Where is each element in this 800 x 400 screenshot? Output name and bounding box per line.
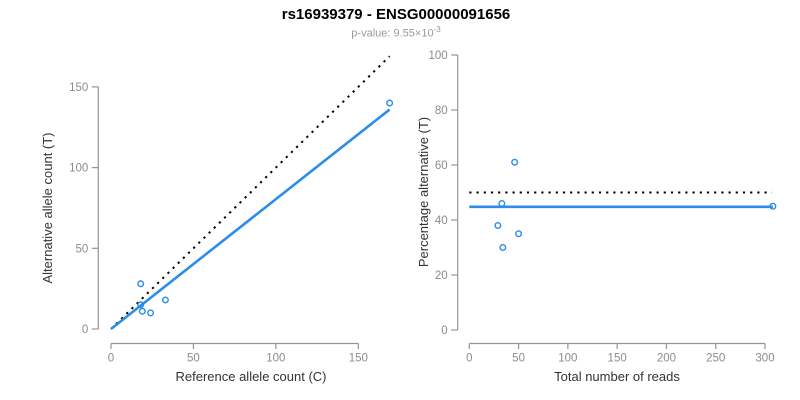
right-data-point — [499, 243, 507, 251]
expected-identity-line — [110, 55, 391, 330]
panel-right: 0 50 100 150 200 250 300 0 20 40 60 80 100 Total numb… — [416, 50, 777, 384]
right-x-tick-label: 250 — [706, 353, 725, 365]
page-title: rs16939379 - ENSG00000091656 — [281, 6, 511, 23]
left-y-tick-label: 100 — [69, 163, 88, 175]
right-y-tick-label: 100 — [429, 50, 448, 62]
left-data-point — [161, 296, 169, 304]
left-data-point — [137, 301, 145, 309]
fitted-line — [110, 108, 391, 331]
left-data-point — [137, 280, 145, 288]
right-data-point — [769, 202, 777, 210]
right-y-tick-label: 0 — [441, 325, 447, 337]
left-y-tick-label: 150 — [69, 82, 88, 94]
left-data-point — [386, 99, 394, 107]
right-y-tick-label: 20 — [435, 270, 448, 282]
left-x-tick-label: 150 — [349, 353, 368, 365]
right-x-tick-label: 150 — [608, 353, 627, 365]
right-x-tick-label: 200 — [657, 353, 676, 365]
right-x-tick-label: 300 — [755, 353, 774, 365]
right-y-tick-label: 40 — [435, 215, 448, 227]
right-y-tick-label: 80 — [435, 105, 448, 117]
p-value-text: p-value: 9.55×10 — [351, 27, 434, 40]
left-data-point — [147, 309, 155, 317]
right-x-tick-label: 0 — [466, 353, 472, 365]
panel-left: 0 50 100 150 0 50 100 150 Reference allele count… — [40, 55, 394, 384]
right-y-tick-label: 60 — [435, 160, 448, 172]
p-value-subtitle: p-value: 9.55×10-3 — [0, 25, 792, 40]
right-x-axis-title: Total number of reads — [554, 369, 680, 384]
left-y-tick-label: 0 — [82, 324, 88, 336]
left-x-tick-label: 0 — [108, 353, 114, 365]
left-y-axis-title: Alternative allele count (T) — [40, 132, 55, 283]
p-value-exponent: -3 — [433, 25, 441, 34]
right-y-axis-title: Percentage alternative (T) — [416, 117, 431, 267]
right-data-point — [498, 199, 506, 207]
left-x-tick-label: 50 — [187, 353, 200, 365]
left-x-tick-label: 100 — [266, 353, 285, 365]
left-y-tick-label: 50 — [76, 243, 89, 255]
right-data-point — [515, 230, 523, 238]
right-x-tick-label: 100 — [558, 353, 577, 365]
right-x-tick-label: 50 — [512, 353, 525, 365]
left-x-axis-title: Reference allele count (C) — [175, 369, 326, 384]
right-data-point — [511, 158, 519, 166]
right-data-point — [494, 221, 502, 229]
left-data-point — [138, 307, 146, 315]
